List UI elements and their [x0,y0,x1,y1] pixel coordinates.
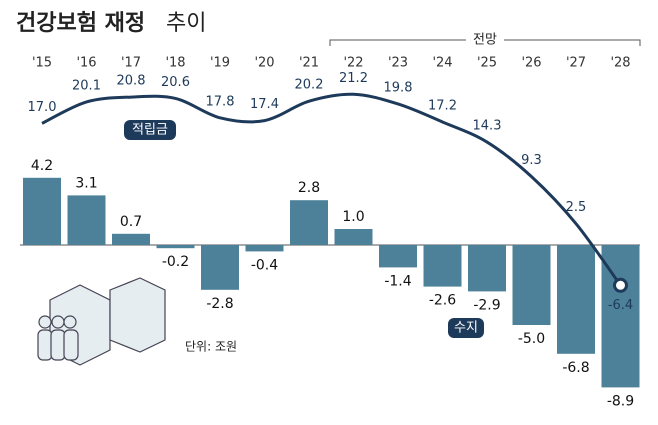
forecast-label: 전망 [473,33,497,48]
x-tick-label: '28 [610,56,630,71]
line-value-label: 17.2 [428,98,457,113]
bar-value-label: -1.4 [384,273,411,289]
bar [67,195,106,245]
forecast-label-bg [466,32,504,48]
x-tick-label: '15 [32,56,52,71]
x-tick-label: '23 [388,56,408,71]
bar-value-label: -2.9 [473,297,500,313]
line-value-label: 2.5 [566,200,587,215]
x-tick-label: '24 [432,56,452,71]
x-tick-label: '25 [477,56,497,71]
unit-label: 단위: 조원 [185,340,237,354]
bar-value-label: 0.7 [120,214,142,230]
line-value-label: 17.8 [206,94,235,109]
line-value-label: 9.3 [521,153,542,168]
bar-value-label: 4.2 [31,158,53,174]
x-tick-label: '17 [121,56,141,71]
bar [423,245,462,287]
x-tick-label: '20 [254,56,274,71]
x-tick-label: '22 [343,56,363,71]
bar-value-label: 2.8 [298,180,320,196]
bar-value-label: 3.1 [75,175,97,191]
bar-value-label: -0.4 [251,257,278,273]
bar-value-label: -2.6 [429,293,456,309]
line-value-label: -6.4 [608,298,633,313]
legend-label: 적립금 [132,123,168,138]
line-value-label: 20.1 [72,78,101,93]
bar-value-label: -8.9 [607,393,634,409]
chart-title: 건강보험 재정 [16,10,145,36]
line-value-label: 20.6 [161,75,190,90]
illustration [37,277,166,366]
bar [379,245,417,268]
bar-value-label: -5.0 [518,331,545,347]
x-tick-label: '27 [566,56,586,71]
x-tick-label: '18 [165,56,185,71]
bar [201,245,239,290]
bar [512,245,551,325]
line [41,92,622,287]
bar [156,245,195,249]
line-value-label: 14.3 [473,119,502,134]
x-tick-label: '16 [76,56,96,71]
line-value-label: 20.8 [117,74,146,89]
bar [334,229,373,245]
bar [557,245,595,354]
bar [245,245,284,252]
bar [23,177,61,245]
legend-box [448,318,484,338]
legend-label: 수지 [454,321,478,336]
bar-value-label: -6.8 [562,360,589,376]
bar-value-label: 1.0 [342,209,364,225]
line-point [613,277,628,293]
line-value-label: 19.8 [384,80,413,95]
line-value-label: 20.2 [295,78,324,93]
bar [468,245,506,292]
x-tick-label: '21 [299,56,319,71]
bar-value-label: -2.8 [206,296,233,312]
chart-title-suffix: 추이 [166,11,206,36]
bar [290,200,328,245]
legend-box [124,120,176,140]
x-tick-label: '19 [210,56,230,71]
bar-value-label: -0.2 [162,254,189,270]
line-value-label: 17.4 [250,97,279,112]
line-value-label: 17.0 [28,100,57,115]
line-value-label: 21.2 [339,71,368,86]
bar [112,233,150,245]
x-tick-label: '26 [521,56,541,71]
